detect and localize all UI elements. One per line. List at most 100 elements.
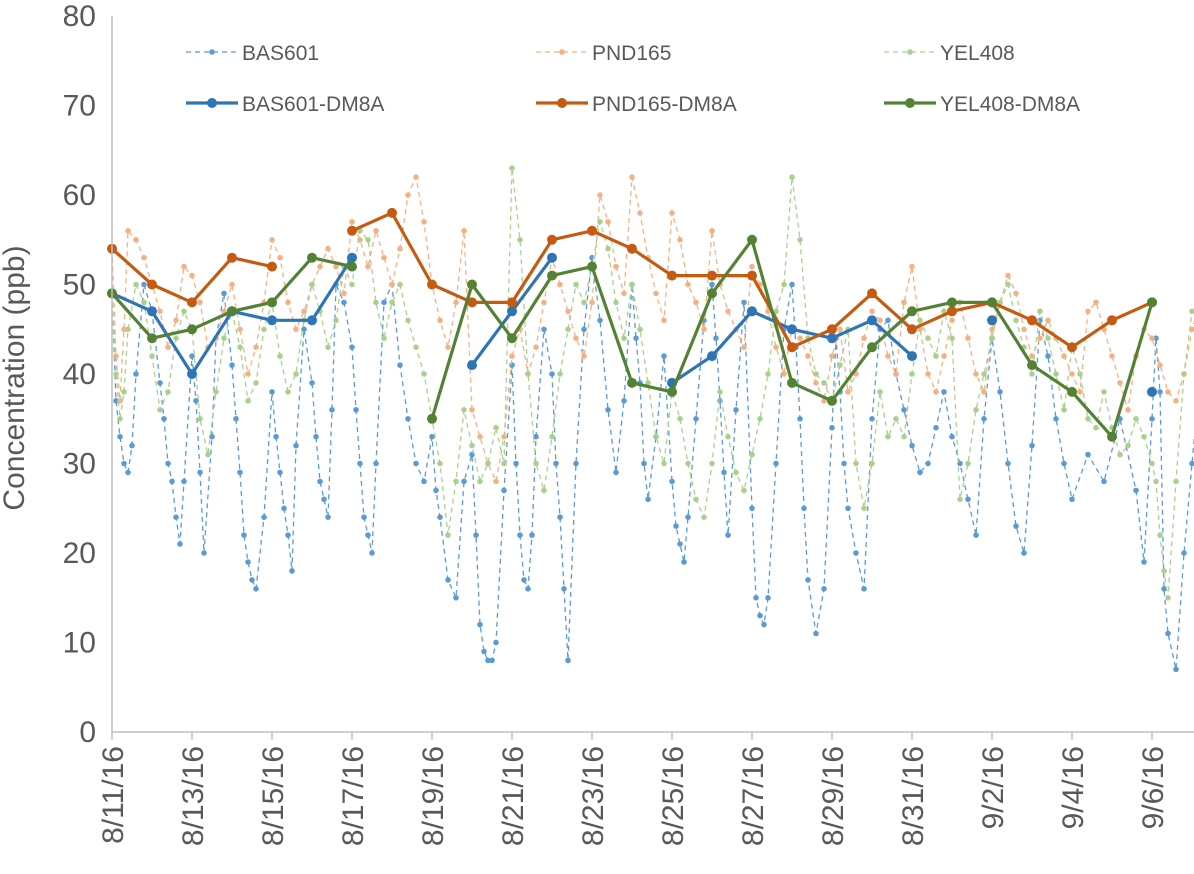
data-point — [493, 424, 499, 431]
data-point — [893, 371, 899, 377]
data-point — [641, 460, 647, 467]
data-point — [1085, 416, 1091, 422]
series-line — [430, 238, 1154, 439]
data-point — [307, 315, 317, 326]
data-point — [901, 407, 907, 413]
data-point — [437, 514, 443, 520]
data-point — [837, 362, 843, 368]
data-point — [237, 326, 243, 333]
data-point — [1173, 478, 1179, 485]
data-point — [1189, 308, 1194, 315]
data-point — [309, 281, 315, 288]
data-point — [733, 407, 739, 413]
data-point — [707, 270, 717, 281]
data-point — [317, 263, 323, 270]
data-point — [861, 586, 867, 592]
data-point — [1157, 389, 1163, 395]
data-point — [947, 306, 957, 317]
data-point — [513, 460, 519, 467]
data-point — [589, 299, 595, 306]
data-point — [1013, 523, 1019, 529]
data-point — [557, 371, 563, 377]
data-point — [405, 192, 411, 198]
data-point — [957, 496, 963, 503]
data-point — [701, 326, 707, 333]
data-point — [509, 353, 515, 359]
data-point — [237, 469, 243, 476]
data-point — [917, 469, 923, 476]
data-point — [445, 532, 451, 538]
data-point — [507, 333, 517, 344]
data-point — [267, 261, 277, 272]
data-point — [325, 344, 331, 351]
data-point — [277, 254, 283, 261]
data-point — [141, 254, 147, 261]
data-point — [605, 245, 611, 252]
data-point — [347, 252, 357, 263]
data-point — [693, 416, 699, 422]
data-point — [637, 210, 643, 216]
data-point — [133, 371, 139, 377]
series-line — [111, 176, 1194, 483]
data-point — [813, 630, 819, 637]
data-point — [645, 380, 651, 386]
data-point — [965, 335, 971, 342]
data-point — [113, 353, 119, 359]
data-point — [909, 371, 915, 377]
data-point — [353, 407, 359, 413]
x-tick-label: 8/23/16 — [577, 746, 610, 846]
data-point — [381, 299, 387, 306]
data-point — [1093, 424, 1099, 431]
data-point — [629, 174, 635, 180]
data-point — [197, 469, 203, 476]
x-tick-label: 8/13/16 — [177, 746, 210, 846]
data-point — [1045, 353, 1051, 359]
data-point — [277, 469, 283, 476]
data-point — [827, 395, 837, 406]
data-point — [267, 315, 277, 326]
data-point — [917, 317, 923, 324]
data-point — [853, 460, 859, 467]
x-tick-label: 8/31/16 — [897, 746, 930, 846]
data-point — [267, 297, 277, 308]
data-point — [1005, 281, 1011, 288]
data-point — [405, 416, 411, 422]
data-point — [573, 335, 579, 342]
data-point — [1141, 433, 1147, 440]
data-point — [597, 219, 603, 225]
data-point — [827, 333, 837, 344]
data-point — [253, 344, 259, 351]
data-point — [1157, 532, 1163, 538]
data-point — [693, 299, 699, 306]
series-line — [111, 167, 1194, 599]
data-point — [381, 335, 387, 342]
data-point — [157, 308, 163, 315]
data-point — [261, 326, 267, 333]
y-tick-label: 50 — [63, 269, 96, 302]
data-point — [805, 577, 811, 583]
axes: 0 10 20 30 40 50 60 70 80 8/11/16 8/13/16 8/15/16 8/… — [63, 0, 1194, 846]
data-point — [509, 362, 515, 368]
data-point — [149, 353, 155, 359]
data-point — [773, 460, 779, 467]
data-point — [1117, 380, 1123, 386]
data-point — [627, 243, 637, 254]
data-point — [685, 514, 691, 520]
data-point — [1077, 371, 1083, 377]
data-point — [213, 389, 219, 395]
data-point — [981, 389, 987, 395]
data-point — [801, 505, 807, 512]
series-bas601-dm8a — [107, 252, 1157, 397]
data-point — [165, 460, 171, 467]
y-axis-label: Concentration (ppb) — [0, 245, 31, 510]
data-point — [1085, 451, 1091, 458]
data-point — [307, 252, 317, 263]
data-point — [157, 407, 163, 413]
data-point — [1181, 550, 1187, 556]
data-point — [517, 237, 523, 243]
data-point — [341, 299, 347, 306]
data-point — [189, 272, 195, 279]
y-tick-label: 20 — [63, 537, 96, 570]
data-point — [289, 568, 295, 574]
data-point — [1165, 595, 1171, 601]
